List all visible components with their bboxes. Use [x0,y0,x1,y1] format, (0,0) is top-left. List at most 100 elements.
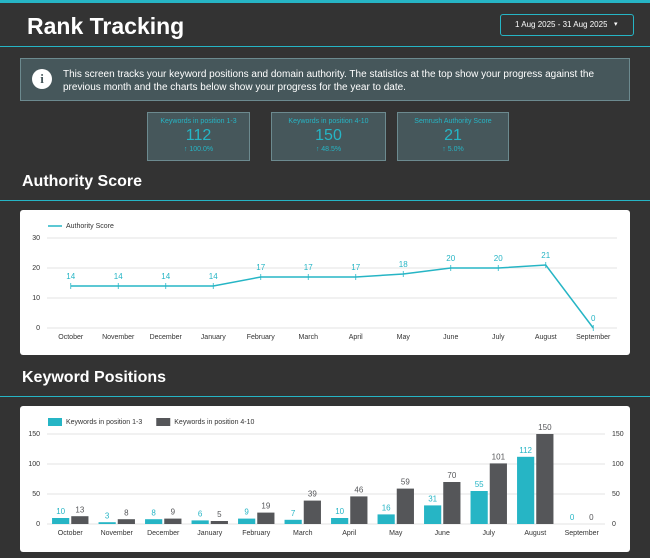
bar [257,512,275,524]
bar [489,463,507,524]
x-tick-label: November [102,334,135,341]
divider [0,46,650,47]
data-label: 6 [198,510,203,519]
data-label: 8 [151,508,156,517]
legend-swatch [156,418,171,426]
x-tick-label: October [58,334,84,341]
legend-label: Keywords in position 1-3 [66,419,142,426]
bar [284,519,302,524]
y-tick-label: 10 [32,295,40,302]
stat-value: 112 [185,127,212,144]
y2-tick-label: 0 [612,521,616,528]
stat-card: Semrush Authority Score 21 ↑ 5.0% [397,112,509,161]
x-tick-label: August [535,334,557,341]
bar [303,500,321,524]
bar [517,456,535,524]
x-tick-label: June [435,530,450,537]
data-label: 14 [161,272,170,281]
y-tick-label: 0 [36,521,40,528]
data-label: 20 [494,254,503,263]
data-label: 13 [75,505,84,514]
x-tick-label: September [565,530,600,537]
y-tick-label: 50 [32,491,40,498]
x-tick-label: July [492,334,505,341]
divider [0,396,650,397]
x-tick-label: July [483,530,496,537]
top-bar [0,0,650,3]
x-tick-label: November [101,530,134,537]
data-label: 17 [256,263,265,272]
data-label: 0 [591,314,596,323]
divider [0,200,650,201]
data-label: 9 [171,508,176,517]
data-label: 17 [351,263,360,272]
stat-change: ↑ 48.5% [315,146,342,153]
bar [145,519,163,524]
legend-swatch [48,418,62,426]
bar [443,482,461,524]
x-tick-label: January [197,530,222,537]
y-tick-label: 30 [32,235,40,242]
x-tick-label: December [147,530,180,537]
data-label: 7 [291,509,296,518]
stat-label: Keywords in position 4-10 [288,118,369,125]
data-label: 46 [354,486,363,495]
stat-card: Keywords in position 1-3 112 ↑ 100.0% [147,112,250,161]
data-label: 70 [447,471,456,480]
x-tick-label: February [242,530,271,537]
bar [52,518,70,524]
date-range[interactable]: 1 Aug 2025 - 31 Aug 2025 [515,20,607,29]
bar [424,505,442,524]
y-tick-label: 0 [36,325,40,332]
y-tick-label: 100 [28,461,40,468]
stat-label: Semrush Authority Score [414,118,492,125]
stat-value: 150 [315,127,342,144]
bar [71,516,89,524]
chart: 0 10 20 30 October November December January Feb… [32,223,617,341]
data-label: 59 [401,478,410,487]
stat-card: Keywords in position 4-10 150 ↑ 48.5% [271,112,386,161]
y-tick-label: 20 [32,265,40,272]
data-label: 31 [428,495,437,504]
data-label: 0 [589,513,594,522]
x-tick-label: December [150,334,183,341]
x-tick-label: August [524,530,546,537]
stat-label: Keywords in position 1-3 [160,118,237,125]
dropdown-caret[interactable]: ▾ [614,21,618,28]
data-label: 14 [209,272,218,281]
data-label: 112 [519,446,532,455]
data-label: 0 [570,513,575,522]
info-icon: i [32,69,52,89]
data-label: 150 [538,423,552,432]
x-tick-label: June [443,334,458,341]
x-tick-label: March [293,530,313,537]
data-label: 9 [244,508,249,517]
stat-change: ↑ 5.0% [442,146,464,153]
page-title: Rank Tracking [27,13,185,39]
data-label: 10 [335,507,344,516]
x-tick-label: February [247,334,276,341]
bar [331,518,349,524]
data-label: 101 [492,453,506,462]
bar [350,496,368,524]
data-label: 19 [261,502,270,511]
date-picker[interactable]: 1 Aug 2025 - 31 Aug 2025 [500,14,634,36]
x-tick-label: March [299,334,319,341]
data-label: 3 [105,511,110,520]
data-label: 17 [304,263,313,272]
data-label: 55 [475,480,484,489]
data-label: 5 [217,510,222,519]
stat-change: ↑ 100.0% [183,146,214,153]
legend-label: Keywords in position 4-10 [174,419,254,426]
x-tick-label: April [342,530,356,537]
legend-label: Authority Score [66,223,114,230]
bar [470,491,488,524]
bar [191,520,209,524]
bar [238,518,256,524]
bar [536,434,554,524]
section-title: Authority Score [22,173,143,190]
bar [396,488,414,524]
bar [377,514,395,524]
